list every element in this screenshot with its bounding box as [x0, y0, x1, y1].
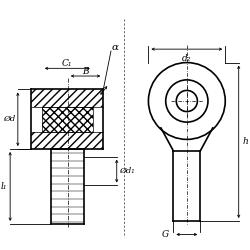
Bar — [31, 132, 103, 149]
Text: C₁: C₁ — [62, 59, 72, 68]
Text: l₁: l₁ — [1, 182, 7, 191]
Text: α: α — [111, 43, 118, 52]
Text: B: B — [82, 67, 89, 76]
Text: d₂: d₂ — [182, 54, 192, 63]
Text: Ød₁: Ød₁ — [120, 167, 135, 175]
Text: G: G — [161, 230, 168, 239]
Text: h: h — [242, 137, 248, 146]
Bar — [31, 90, 103, 107]
Bar — [42, 107, 93, 132]
Text: Ød: Ød — [3, 115, 15, 123]
